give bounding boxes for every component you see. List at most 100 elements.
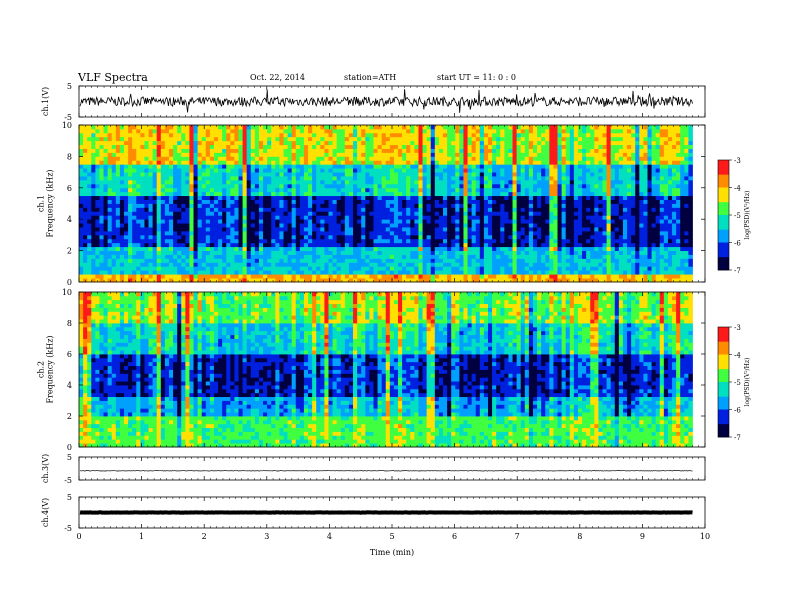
spectrogram-cell (312, 176, 317, 181)
spectrogram-cell (426, 207, 432, 212)
spectrogram-cell (365, 199, 370, 204)
spectrogram-cell (385, 238, 391, 244)
spectrogram-cell (561, 234, 567, 240)
spectrogram-cell (471, 172, 477, 177)
spectrogram-cell (631, 238, 636, 244)
spectrogram-cell (627, 211, 632, 216)
spectrogram-cell (398, 156, 403, 161)
spectrogram-cell (414, 246, 419, 251)
spectrogram-cell (267, 191, 272, 197)
spectrogram-cell (635, 179, 640, 185)
spectrogram-cell (308, 278, 313, 283)
spectrogram-cell (377, 187, 383, 193)
spectrogram-cell (545, 278, 550, 283)
spectrogram-cell (451, 203, 456, 208)
spectrogram-cell (287, 168, 293, 173)
spectrogram-cell (377, 258, 383, 263)
spectrogram-cell (361, 183, 366, 189)
spectrogram-cell (635, 183, 640, 189)
spectrogram-cell (532, 172, 538, 177)
spectrogram-cell (357, 250, 362, 255)
spectrogram-cell (512, 227, 518, 232)
spectrogram-cell (246, 203, 252, 208)
spectrogram-cell (438, 254, 444, 259)
spectrogram-cell (348, 207, 354, 212)
spectrogram-cell (185, 227, 190, 232)
spectrogram-cell (140, 278, 145, 283)
spectrogram-cell (573, 258, 579, 263)
spectrogram-cell (385, 179, 391, 185)
spectrogram-cell (516, 258, 522, 263)
spectrogram-cell (684, 179, 689, 185)
spectrogram-cell (434, 258, 440, 263)
spectrogram-cell (267, 215, 272, 220)
spectrogram-cell (258, 223, 264, 228)
spectrogram-cell (365, 219, 370, 224)
spectrogram-cell (524, 274, 530, 279)
spectrogram-cell (148, 262, 154, 267)
spectrogram-cell (553, 176, 558, 181)
spectrogram-cell (451, 195, 456, 200)
spectrogram-cell (553, 254, 558, 259)
spectrogram-cell (291, 227, 297, 232)
spectrogram-cell (340, 207, 346, 212)
spectrogram-cell (553, 227, 558, 232)
spectrogram-cell (524, 238, 530, 244)
spectrogram-cell (455, 238, 460, 244)
spectrogram-cell (185, 172, 190, 177)
spectrogram-cell (193, 254, 199, 259)
spectrogram-cell (99, 250, 104, 255)
spectrogram-cell (414, 219, 419, 224)
spectrogram-cell (561, 160, 567, 165)
spectrogram-cell (181, 250, 186, 255)
spectrogram-cell (119, 187, 125, 193)
spectrogram-cell (573, 230, 579, 236)
spectrogram-cell (447, 250, 452, 255)
spectrogram-cell (340, 195, 346, 200)
spectrogram-cell (373, 219, 378, 224)
spectrogram-cell (684, 207, 689, 212)
spectrogram-cell (586, 274, 591, 279)
spectrogram-cell (218, 211, 223, 216)
spectrogram-cell (455, 207, 460, 212)
spectrogram-cell (344, 199, 350, 204)
spectrogram-cell (635, 246, 640, 251)
spectrogram-cell (598, 258, 603, 263)
spectrogram-cell (246, 199, 252, 204)
spectrogram-cell (230, 246, 235, 251)
spectrogram-cell (443, 254, 448, 259)
spectrogram-cell (283, 238, 288, 244)
spectrogram-cell (353, 246, 358, 251)
spectrogram-cell (197, 168, 203, 173)
spectrogram-cell (152, 199, 158, 204)
spectrogram-cell (344, 266, 350, 271)
spectrogram-cell (218, 215, 223, 220)
spectrogram-cell (209, 156, 215, 161)
spectrogram-cell (680, 230, 685, 236)
spectrogram-cell (263, 160, 268, 165)
spectrogram-cell (512, 172, 518, 177)
spectrogram-cell (357, 246, 362, 251)
spectrogram-cell (676, 250, 681, 255)
spectrogram-cell (312, 250, 317, 255)
spectrogram-cell (680, 203, 685, 208)
spectrogram-cell (492, 246, 497, 251)
spectrogram-cell (438, 195, 444, 200)
spectrogram-cell (655, 230, 661, 236)
spectrogram-cell (213, 258, 219, 263)
spectrogram-cell (83, 211, 88, 216)
spectrogram-cell (602, 183, 607, 189)
spectrogram-cell (267, 250, 272, 255)
spectrogram-cell (348, 258, 354, 263)
spectrogram-cell (393, 156, 399, 161)
spectrogram-cell (426, 250, 432, 255)
spectrogram-cell (336, 227, 342, 232)
spectrogram-cell (242, 176, 248, 181)
spectrogram-cell (107, 250, 113, 255)
spectrogram-cell (680, 227, 685, 232)
spectrogram-cell (426, 191, 432, 197)
spectrogram-cell (164, 246, 170, 251)
spectrogram-cell (267, 187, 272, 193)
spectrogram-cell (479, 176, 485, 181)
spectrogram-cell (111, 156, 117, 161)
